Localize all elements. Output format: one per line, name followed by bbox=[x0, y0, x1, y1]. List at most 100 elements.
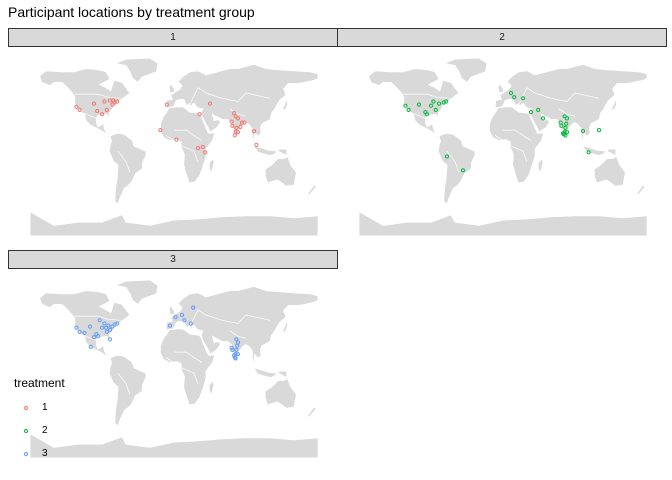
participant-point bbox=[104, 107, 109, 113]
facet-strip-3: 3 bbox=[8, 250, 338, 269]
land-africa bbox=[159, 106, 216, 184]
participant-point bbox=[107, 337, 113, 342]
legend-key-1 bbox=[14, 399, 36, 417]
participant-point bbox=[167, 323, 173, 328]
land-australia bbox=[593, 155, 626, 187]
participant-point bbox=[97, 318, 102, 323]
country-border-5 bbox=[165, 357, 199, 384]
participant-point bbox=[115, 99, 120, 104]
participant-point bbox=[82, 330, 87, 336]
land-indonesia bbox=[578, 140, 617, 157]
participant-point bbox=[564, 121, 569, 126]
country-border-2 bbox=[518, 87, 600, 104]
legend-label-3: 3 bbox=[42, 448, 48, 459]
participant-point bbox=[561, 132, 566, 137]
land-africa bbox=[488, 106, 545, 184]
participant-point bbox=[508, 90, 514, 96]
participant-point bbox=[238, 124, 243, 130]
participant-point bbox=[99, 325, 105, 330]
facet-strip-label: 3 bbox=[170, 254, 176, 265]
land-south-america bbox=[108, 132, 147, 205]
facet-panel-3 bbox=[8, 269, 338, 462]
participant-point bbox=[102, 99, 107, 104]
land-antarctica bbox=[29, 432, 319, 459]
participant-point bbox=[403, 103, 408, 108]
land-antarctica bbox=[358, 210, 648, 237]
land-new-zealand bbox=[305, 184, 318, 196]
participant-point bbox=[540, 116, 546, 121]
land-madagascar bbox=[208, 379, 215, 396]
land-australia bbox=[264, 155, 297, 187]
participant-point bbox=[596, 128, 602, 133]
participant-point bbox=[110, 324, 115, 329]
participant-point bbox=[182, 318, 187, 323]
land-australia bbox=[264, 377, 297, 409]
facet-panel-1 bbox=[8, 47, 338, 240]
land-eurasia bbox=[165, 285, 319, 368]
participant-point bbox=[77, 107, 82, 113]
participant-point bbox=[233, 356, 238, 361]
country-border-6 bbox=[117, 150, 131, 173]
participant-point bbox=[197, 112, 202, 117]
participant-point bbox=[95, 334, 101, 339]
participant-point bbox=[111, 98, 116, 103]
participant-point bbox=[230, 123, 235, 128]
participant-point bbox=[110, 102, 115, 107]
country-border-2 bbox=[189, 309, 271, 326]
country-border-6 bbox=[446, 150, 460, 173]
facet-strip-2: 2 bbox=[337, 28, 667, 47]
participant-point bbox=[424, 112, 430, 117]
legend: treatment 1 2 3 bbox=[14, 376, 65, 465]
participant-point bbox=[564, 116, 570, 121]
country-border-1 bbox=[409, 111, 426, 119]
participant-point bbox=[580, 129, 586, 134]
country-border-2 bbox=[189, 87, 271, 104]
land-south-america bbox=[437, 132, 476, 205]
land-new-zealand bbox=[634, 184, 647, 196]
participant-point bbox=[251, 129, 257, 134]
participant-point bbox=[444, 154, 450, 159]
participant-point bbox=[235, 352, 241, 357]
participant-point bbox=[444, 99, 449, 104]
map-svg-2 bbox=[358, 57, 648, 237]
participant-point bbox=[174, 137, 179, 142]
participant-point bbox=[536, 107, 541, 113]
participant-point bbox=[200, 144, 205, 150]
land-japan bbox=[606, 98, 618, 113]
participant-point bbox=[562, 114, 567, 119]
land-new-zealand bbox=[305, 406, 318, 418]
participant-point bbox=[242, 120, 247, 125]
legend-item-2: 2 bbox=[14, 419, 65, 442]
participant-point bbox=[95, 108, 100, 114]
participant-point bbox=[520, 96, 526, 101]
participant-point bbox=[234, 347, 239, 353]
participant-point bbox=[91, 335, 97, 340]
map-svg-1 bbox=[29, 57, 319, 237]
participant-point bbox=[102, 321, 107, 326]
country-border-3 bbox=[558, 108, 576, 117]
land-madagascar bbox=[537, 157, 544, 174]
land-north-america bbox=[39, 68, 131, 138]
land-greenland bbox=[443, 57, 488, 83]
participant-point bbox=[232, 133, 237, 138]
land-uk bbox=[497, 83, 505, 94]
participant-point bbox=[88, 344, 93, 349]
participant-point bbox=[512, 95, 517, 100]
map-svg-3 bbox=[29, 279, 319, 459]
facet-strip-label: 2 bbox=[499, 32, 505, 43]
participant-point bbox=[231, 111, 237, 116]
country-border-4 bbox=[503, 129, 532, 141]
facet-strip-label: 1 bbox=[170, 32, 176, 43]
land-uk bbox=[168, 305, 176, 316]
participant-point bbox=[91, 101, 97, 106]
participant-point bbox=[115, 321, 120, 326]
participant-point bbox=[428, 103, 434, 108]
country-border-3 bbox=[229, 108, 247, 117]
legend-label-2: 2 bbox=[42, 425, 48, 436]
land-indonesia bbox=[249, 140, 288, 157]
facet-panel-2 bbox=[337, 47, 667, 240]
participant-point bbox=[564, 130, 570, 135]
country-border-0 bbox=[74, 315, 121, 321]
participant-point bbox=[233, 114, 238, 119]
participant-point bbox=[586, 150, 591, 155]
